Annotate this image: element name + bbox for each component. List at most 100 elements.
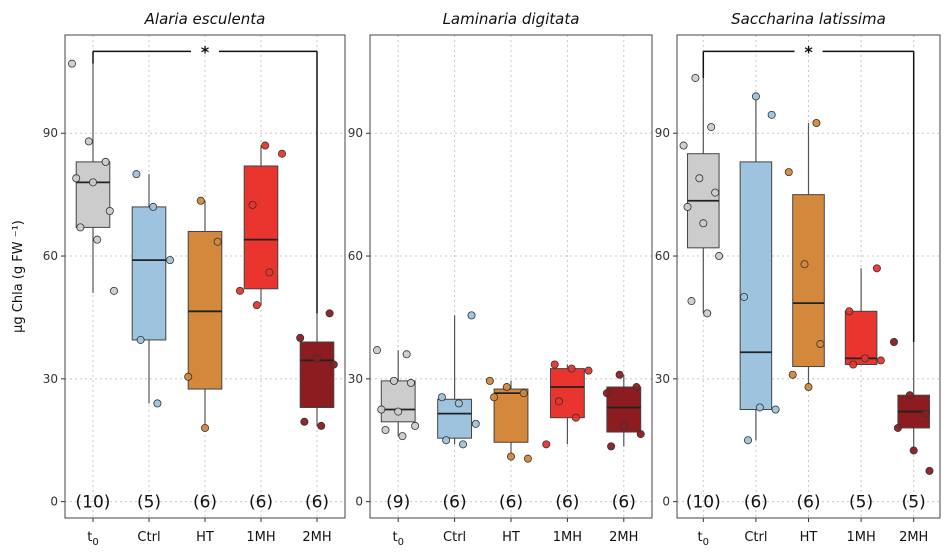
data-point [632,383,641,392]
data-point [554,397,563,406]
data-point [200,423,209,432]
data-point [909,446,918,455]
data-point [767,110,776,119]
data-point [849,360,858,369]
data-point [771,405,780,414]
box-Ctrl [739,161,773,411]
n-label: (6) [305,493,329,513]
y-tick-label: 0 [662,495,670,509]
box-HT [792,194,825,368]
panel-title: Laminaria digitata [443,10,580,28]
data-point [377,405,386,414]
data-point [584,366,593,375]
x-tick-label: HT [800,530,818,545]
n-label: (5) [849,493,873,513]
data-point [184,372,193,381]
n-label: (6) [443,493,467,513]
data-point [296,333,305,342]
x-tick-label: 2MH [899,530,928,545]
box-HT [493,388,529,443]
data-point [101,157,110,166]
y-tick-label: 30 [43,372,58,386]
data-point [72,174,81,183]
data-point [373,346,382,355]
x-tick-label: Ctrl [744,530,767,545]
data-point [467,311,476,320]
data-point [812,119,821,128]
data-point [784,168,793,177]
data-point [196,196,205,205]
x-tick-label: 1MH [846,530,875,545]
data-point [406,378,415,387]
data-point [921,409,930,418]
data-point [411,421,420,430]
data-point [213,237,222,246]
data-point [707,123,716,132]
data-point [571,413,580,422]
panel-title: Saccharina latissima [731,10,886,28]
data-point [845,307,854,316]
sig-label: * [804,42,813,61]
data-point [893,423,902,432]
data-point [261,141,270,150]
x-tick-label: t0 [698,530,709,548]
panel-frame [64,34,346,519]
n-label: (5) [902,493,926,513]
data-point [602,389,611,398]
data-point [402,350,411,359]
y-axis-label: µg Chla (g FW ⁻¹) [11,220,26,333]
y-tick-label: 60 [348,249,363,263]
data-point [76,223,85,232]
data-point [398,432,407,441]
data-point [89,178,98,187]
x-tick-label: 2MH [609,530,638,545]
box-Ctrl [437,398,473,439]
data-point [459,440,468,449]
data-point [861,354,870,363]
data-point [454,399,463,408]
box-HT [187,230,223,390]
x-tick-label: Ctrl [443,530,466,545]
data-point [265,268,274,277]
data-point [442,436,451,445]
n-label: (6) [249,493,273,513]
data-point [699,219,708,228]
data-point [607,442,616,451]
box-1MH [844,310,878,366]
y-tick-label: 90 [348,126,363,140]
x-tick-label: HT [502,530,520,545]
data-point [925,466,934,475]
x-tick-label: Ctrl [137,530,160,545]
data-point [471,419,480,428]
box-1MH [549,368,585,419]
n-label: (6) [193,493,217,513]
data-point [329,360,338,369]
y-tick-label: 90 [655,126,670,140]
data-point [550,360,559,369]
data-point [105,207,114,216]
data-point [872,264,881,273]
panel-frame [369,34,653,519]
panel-2: Saccharina latissima 0 30 60 90 (10) t0 (6) Ctrl… [655,10,941,548]
box-t0 [380,380,416,423]
data-point [800,260,809,269]
data-point [389,376,398,385]
y-tick-label: 0 [50,495,58,509]
data-point [695,174,704,183]
data-point [788,370,797,379]
x-tick-label: 1MH [246,530,275,545]
data-point [519,389,528,398]
n-label: (10) [686,493,721,513]
data-point [755,403,764,412]
n-label: (5) [137,493,161,513]
data-point [248,200,257,209]
data-point [437,393,446,402]
n-label: (6) [744,493,768,513]
data-point [816,340,825,349]
data-point [740,292,749,301]
y-tick-label: 30 [348,372,363,386]
data-point [132,170,141,179]
panel-1: Laminaria digitata 0 30 60 90 (9) t0 (6) Ctrl (6)… [348,10,653,548]
data-point [502,383,511,392]
